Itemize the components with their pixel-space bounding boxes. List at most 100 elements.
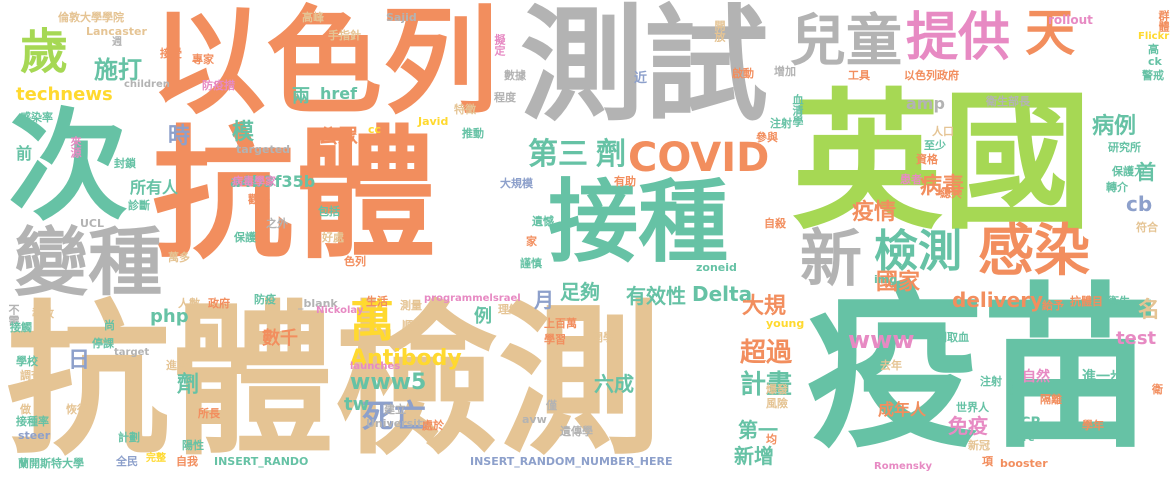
word: Flickr (1138, 31, 1170, 42)
word: 自殺 (764, 217, 786, 230)
word: rollout (1048, 13, 1093, 27)
word: 工具 (848, 69, 870, 82)
word: University (366, 417, 430, 430)
word: 生活 (366, 295, 388, 308)
word: 順便 (402, 319, 424, 332)
word: PCR (1010, 415, 1042, 431)
word: 以色列政府 (904, 69, 959, 82)
word: 衛 (1152, 383, 1163, 396)
word: 兒童 (790, 9, 902, 74)
word: 日 (68, 348, 91, 373)
word: delivery (952, 288, 1044, 312)
word: 前 (16, 144, 33, 163)
word: 特徵 (454, 103, 476, 116)
word: 政府 (208, 297, 230, 310)
word: 血清學 (791, 94, 804, 127)
word: 進度 (166, 359, 188, 372)
word: 接受 (160, 47, 182, 60)
word: 開學 (592, 331, 614, 344)
word: www (848, 326, 915, 354)
word: 新 (800, 222, 863, 295)
word: 近 (634, 71, 648, 86)
word: programmelsrael (424, 293, 521, 304)
word: 有助 (614, 175, 636, 188)
word: 所長 (198, 407, 220, 420)
word: 色列 (344, 255, 366, 268)
word: 有效性 (626, 284, 686, 308)
word: targeted (236, 143, 291, 156)
word: Romensky (874, 461, 933, 472)
word: 風險 (766, 397, 788, 410)
word: Nickolay (316, 305, 364, 316)
word: 國家 (876, 270, 921, 295)
word: 符合 (1136, 221, 1158, 234)
word: 包括 (318, 205, 340, 218)
word: 推動 (462, 127, 484, 140)
word: 變種 (14, 220, 162, 306)
word: 之外 (266, 217, 288, 230)
word: 給予 (1042, 299, 1064, 312)
word: 參與 (756, 131, 778, 144)
word: 做 (20, 403, 31, 416)
word: 萬多 (168, 251, 190, 264)
word: test (1116, 328, 1157, 349)
word: 專家 (192, 53, 214, 66)
word: 死亡 (362, 397, 427, 435)
word: 人數 (178, 297, 200, 310)
word: 足夠 (560, 280, 600, 304)
word: 天 (1025, 4, 1075, 62)
word: 抗體檢測 (6, 286, 663, 477)
word: 導致 (32, 307, 54, 320)
word: 第一 (738, 418, 778, 442)
word: steer (18, 429, 51, 442)
word: 計畫 (740, 370, 793, 400)
word: 快 (1008, 378, 1025, 397)
word: 高峰 (302, 11, 324, 24)
word: avw (522, 413, 547, 426)
word: INSERT_RANDO (214, 455, 309, 468)
word: 提供 (906, 8, 1011, 68)
word: 學年 (1082, 419, 1104, 432)
word: INSERT_RANDOM_NUMBER_HERE (470, 455, 673, 468)
word: 手指針 (328, 29, 361, 42)
word: 均 (766, 433, 777, 446)
word: 以色列 (150, 0, 498, 130)
word: 成年人 (878, 400, 927, 419)
word: 注射 (770, 117, 792, 130)
word: launches (350, 361, 401, 372)
word: 學校 (16, 355, 38, 368)
word: 六成 (594, 372, 634, 396)
word: 時 (168, 124, 191, 149)
word: 進一步 (1082, 369, 1124, 385)
word: 封鎖 (114, 157, 136, 170)
word: a4b3f35b (230, 172, 316, 191)
word: www5 (350, 370, 427, 395)
word: 警戒 (1142, 69, 1164, 82)
word: UCL (80, 217, 105, 230)
word: 保護力 (1112, 165, 1145, 178)
word: 病毒學家 (232, 175, 276, 188)
word: 所有人 (130, 178, 179, 197)
word: 接種率 (16, 415, 49, 428)
word: 名 (1138, 298, 1161, 323)
word: 理解 (498, 303, 520, 316)
word: Antibody (350, 346, 462, 371)
word: 新增 (734, 444, 774, 468)
word: 群體 (1157, 10, 1170, 32)
word: 項 (982, 455, 993, 468)
word: href (320, 84, 358, 103)
word: 病毒 (920, 174, 965, 199)
word: 不需 (7, 304, 20, 326)
word: 月 (534, 288, 554, 312)
word: 隔離 (1040, 393, 1062, 406)
word: 接觸 (10, 321, 32, 334)
word: 新冠 (968, 439, 990, 452)
word: 大規 (742, 294, 787, 319)
word: 至少 (924, 139, 946, 152)
word: 疫情 (852, 200, 897, 225)
word: 注射 (980, 375, 1002, 388)
word: 自我 (176, 455, 198, 468)
word: 世界人 (956, 401, 989, 414)
word: ck (1148, 55, 1162, 68)
